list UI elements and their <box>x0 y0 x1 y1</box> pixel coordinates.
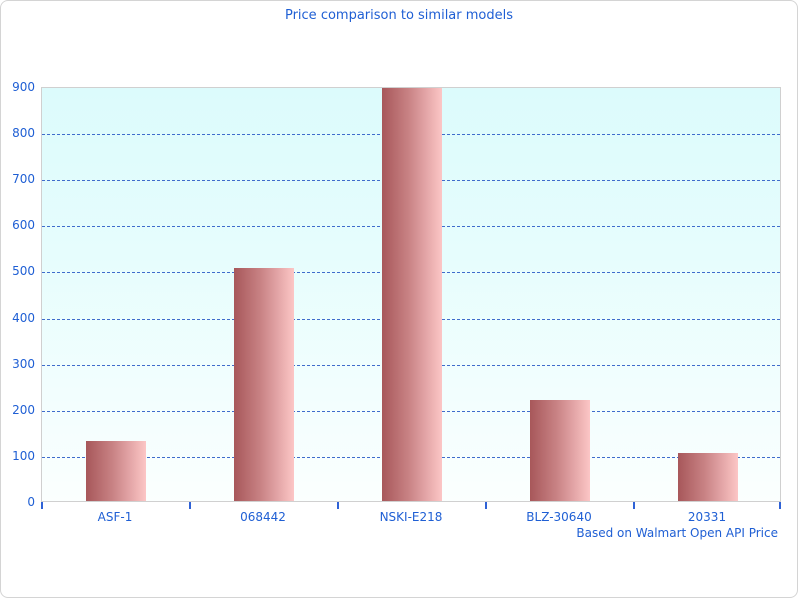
y-axis-label-300: 300 <box>12 357 35 371</box>
y-axis-label-0: 0 <box>27 495 35 509</box>
x-axis-tick <box>337 502 339 509</box>
x-axis-label-BLZ-30640: BLZ-30640 <box>526 510 592 524</box>
bar-BLZ-30640 <box>530 400 590 501</box>
x-axis-tick <box>633 502 635 509</box>
bar-068442 <box>234 268 294 501</box>
y-axis-label-800: 800 <box>12 126 35 140</box>
y-axis-label-700: 700 <box>12 172 35 186</box>
x-axis-label-NSKI-E218: NSKI-E218 <box>379 510 443 524</box>
y-axis-label-100: 100 <box>12 449 35 463</box>
chart-title: Price comparison to similar models <box>284 8 514 23</box>
y-axis-label-900: 900 <box>12 80 35 94</box>
x-axis-label-068442: 068442 <box>240 510 286 524</box>
x-axis-label-ASF-1: ASF-1 <box>97 510 133 524</box>
chart-footnote: Based on Walmart Open API Price <box>576 526 778 540</box>
y-axis-label-200: 200 <box>12 403 35 417</box>
y-axis-label-500: 500 <box>12 264 35 278</box>
y-axis-label-600: 600 <box>12 218 35 232</box>
y-axis-label-400: 400 <box>12 311 35 325</box>
x-axis-tick <box>779 502 781 509</box>
plot-area <box>41 87 781 502</box>
bar-ASF-1 <box>86 441 146 501</box>
x-axis-tick <box>189 502 191 509</box>
x-axis-tick <box>485 502 487 509</box>
bar-NSKI-E218 <box>382 88 442 501</box>
bar-20331 <box>678 453 738 501</box>
x-axis-label-20331: 20331 <box>687 510 727 524</box>
x-axis-tick <box>41 502 43 509</box>
chart-region: 0 100 200 300 400 500 600 700 800 900 ASF-1 068442 N… <box>12 80 781 524</box>
